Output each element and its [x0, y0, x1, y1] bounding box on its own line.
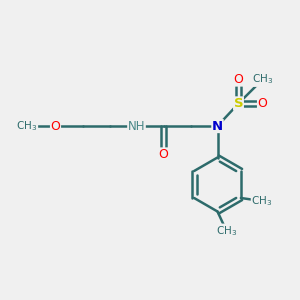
Text: N: N	[212, 119, 223, 133]
Text: CH$_3$: CH$_3$	[252, 73, 273, 86]
Text: CH$_3$: CH$_3$	[251, 194, 272, 208]
Text: O: O	[234, 73, 243, 86]
Text: O: O	[159, 148, 168, 161]
Text: CH$_3$: CH$_3$	[216, 224, 237, 238]
Text: NH: NH	[128, 119, 145, 133]
Text: CH$_3$: CH$_3$	[16, 119, 38, 133]
Text: O: O	[51, 119, 60, 133]
Text: S: S	[234, 97, 243, 110]
Text: O: O	[258, 97, 267, 110]
